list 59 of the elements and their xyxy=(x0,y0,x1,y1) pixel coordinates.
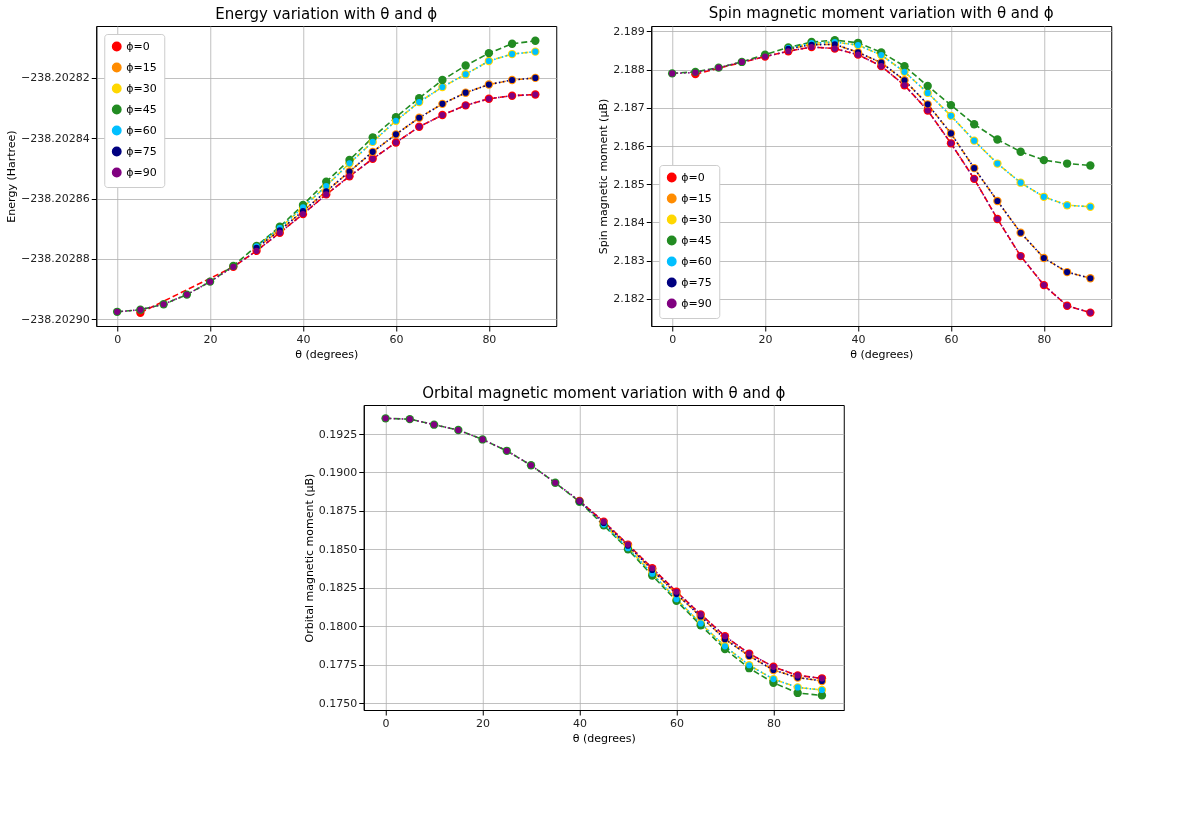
legend-label: ϕ=0 xyxy=(126,39,150,53)
legend-label: ϕ=90 xyxy=(681,296,712,310)
legend-label: ϕ=15 xyxy=(681,191,712,205)
y-tick-label: −238.20286 xyxy=(21,192,90,206)
legend-label: ϕ=45 xyxy=(126,102,157,116)
y-tick-label: 2.189 xyxy=(613,24,645,38)
x-tick-label: 80 xyxy=(766,716,781,730)
y-tick-label: 2.188 xyxy=(613,63,645,77)
x-tick-label: 60 xyxy=(389,332,404,346)
x-tick-label: 0 xyxy=(382,716,390,730)
chart-title: Energy variation with θ and ϕ xyxy=(215,5,438,23)
chart-title: Orbital magnetic moment variation with θ and ϕ xyxy=(422,384,786,402)
y-tick-label: 0.1925 xyxy=(318,427,358,441)
legend-label: ϕ=15 xyxy=(126,60,157,74)
x-axis-title: θ (degrees) xyxy=(295,347,359,361)
x-axis-title: θ (degrees) xyxy=(572,731,636,745)
x-tick-label: 80 xyxy=(482,332,497,346)
x-axis-title: θ (degrees) xyxy=(850,347,914,361)
chart-title: Spin magnetic moment variation with θ and ϕ xyxy=(708,4,1054,23)
y-tick-label: 2.183 xyxy=(613,254,645,268)
legend-label: ϕ=0 xyxy=(681,170,705,184)
y-tick-label: 0.1800 xyxy=(318,619,358,633)
y-tick-label: −238.20284 xyxy=(21,131,90,145)
x-tick-label: 0 xyxy=(114,332,122,346)
y-tick-label: 0.1875 xyxy=(318,504,358,518)
x-tick-label: 20 xyxy=(758,332,773,346)
y-tick-label: −238.20282 xyxy=(21,71,90,85)
x-tick-label: 80 xyxy=(1037,332,1052,346)
y-tick-label: 0.1750 xyxy=(318,696,358,710)
y-axis-title: Energy (Hartree) xyxy=(5,130,19,223)
y-tick-label: −238.20290 xyxy=(21,312,90,326)
legend-label: ϕ=75 xyxy=(126,144,157,158)
y-axis-title: Orbital magnetic moment (μB) xyxy=(302,473,316,643)
x-tick-label: 40 xyxy=(851,332,866,346)
y-tick-label: 2.186 xyxy=(613,139,645,153)
legend-label: ϕ=30 xyxy=(681,212,712,226)
y-tick-label: 2.187 xyxy=(613,101,645,115)
x-tick-label: 60 xyxy=(944,332,959,346)
legend-label: ϕ=45 xyxy=(681,233,712,247)
y-axis-title: Spin magnetic moment (μB) xyxy=(597,98,611,255)
x-tick-label: 60 xyxy=(669,716,684,730)
y-tick-label: −238.20288 xyxy=(21,252,90,266)
x-tick-label: 20 xyxy=(476,716,491,730)
x-tick-label: 40 xyxy=(296,332,311,346)
y-tick-label: 0.1775 xyxy=(318,658,358,672)
y-tick-label: 0.1850 xyxy=(318,542,358,556)
legend-label: ϕ=60 xyxy=(681,254,712,268)
legend-label: ϕ=90 xyxy=(126,165,157,179)
legend-label: ϕ=30 xyxy=(126,81,157,95)
x-tick-label: 40 xyxy=(573,716,588,730)
x-tick-label: 20 xyxy=(203,332,218,346)
y-tick-label: 2.184 xyxy=(613,215,645,229)
x-tick-label: 0 xyxy=(669,332,677,346)
y-tick-label: 2.182 xyxy=(613,292,645,306)
legend-label: ϕ=75 xyxy=(681,275,712,289)
y-tick-label: 2.185 xyxy=(613,177,645,191)
y-tick-label: 0.1825 xyxy=(318,581,358,595)
legend-label: ϕ=60 xyxy=(126,123,157,137)
y-tick-label: 0.1900 xyxy=(318,465,358,479)
